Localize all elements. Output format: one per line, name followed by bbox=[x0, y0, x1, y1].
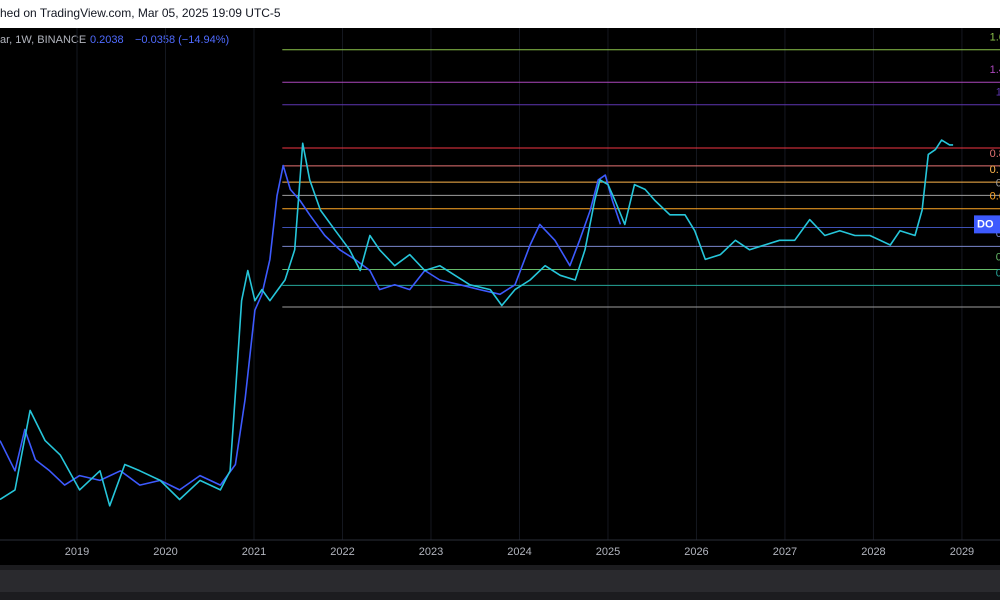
fib-label: 0.702 ( bbox=[996, 177, 1000, 189]
x-tick-label: 2028 bbox=[861, 546, 885, 558]
header-bar bbox=[0, 0, 1000, 28]
plot-background bbox=[0, 28, 1000, 565]
x-tick-label: 2024 bbox=[507, 546, 531, 558]
fib-label: 0.136 ( bbox=[996, 267, 1000, 279]
x-tick-label: 2025 bbox=[596, 546, 620, 558]
x-tick-label: 2027 bbox=[773, 546, 797, 558]
fib-label: 1.414 (2 bbox=[990, 64, 1000, 76]
header-text: hed on TradingView.com, Mar 05, 2025 19:… bbox=[0, 6, 281, 20]
price-line bbox=[0, 139, 954, 507]
x-tick-label: 2022 bbox=[330, 546, 354, 558]
x-tick-label: 2029 bbox=[950, 546, 974, 558]
last-price: 0.2038 bbox=[90, 34, 124, 46]
scrollbar[interactable] bbox=[0, 570, 1000, 592]
x-tick-label: 2023 bbox=[419, 546, 443, 558]
price-line bbox=[0, 164, 622, 491]
x-tick-label: 2020 bbox=[153, 546, 177, 558]
fib-label: 0.888 (0 bbox=[990, 148, 1000, 160]
fib-label: 1.618 (4 bbox=[990, 32, 1000, 44]
price-tag: DO bbox=[977, 218, 994, 230]
fib-label: 0.618 (0 bbox=[990, 191, 1000, 203]
x-tick-label: 2026 bbox=[684, 546, 708, 558]
fib-label: 0.382 ( bbox=[996, 228, 1000, 240]
fib-label: 0.236 ( bbox=[996, 251, 1000, 263]
fib-label: 1.272 ( bbox=[996, 87, 1000, 99]
x-tick-label: 2021 bbox=[242, 546, 266, 558]
x-tick-label: 2019 bbox=[65, 546, 89, 558]
price-tag-box bbox=[974, 215, 1000, 234]
price-change: −0.0358 (−14.94%) bbox=[135, 34, 229, 46]
symbol-info: ar, 1W, BINANCE bbox=[0, 34, 86, 46]
fib-label: 0.786 (0 bbox=[990, 164, 1000, 176]
